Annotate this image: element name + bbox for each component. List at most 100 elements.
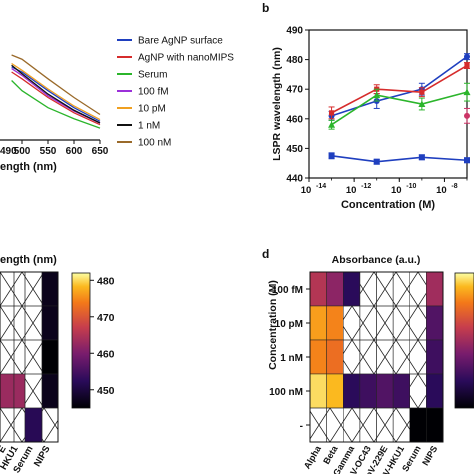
- panel-d-cell: [309, 271, 327, 307]
- panel-b-x-tick-exponent: -14: [316, 183, 326, 190]
- panel-d-row-label: 100 fM: [272, 285, 303, 296]
- panel-d-cell: [409, 271, 427, 307]
- panel-c-colorbar-tick-label: 450: [97, 385, 115, 397]
- panel-a-x-tick-label: 600: [66, 146, 83, 157]
- panel-c-cell: [41, 339, 59, 375]
- legend-entry: 100 nM: [138, 138, 171, 149]
- panel-c-cell: [41, 407, 59, 443]
- panel-d-cell: [426, 305, 444, 341]
- panel-b-y-tick-label: 470: [286, 85, 303, 96]
- panel-c-cell: [24, 271, 43, 307]
- panel-a-series-lines: [11, 54, 101, 129]
- panel-d-cell: [309, 339, 327, 375]
- panel-c-cell: [24, 373, 43, 409]
- panel-d-cell: [359, 271, 377, 307]
- panel-d-cell: [326, 271, 344, 307]
- panel-c-colorbar-tick-label: 480: [97, 275, 115, 287]
- panel-b-point: [464, 112, 470, 119]
- panel-b-x-axis-label: Concentration (M): [341, 199, 435, 211]
- panel-b-x-tick-label: 10: [346, 185, 357, 196]
- panel-a-x-axis-label: ength (nm): [0, 161, 57, 173]
- panel-b-series: [328, 53, 471, 165]
- panel-a-series-line: [11, 80, 101, 129]
- panel-b-point: [464, 62, 470, 69]
- panel-label-d: d: [262, 247, 269, 261]
- panel-b-point: [464, 157, 470, 164]
- panel-d-colorbar: [455, 273, 474, 408]
- panel-d-cell: [392, 305, 410, 341]
- panel-d-cell: [326, 373, 344, 409]
- panel-d-cell: [392, 271, 410, 307]
- panel-a-series-line: [11, 54, 101, 116]
- panel-c-cell: [41, 305, 59, 341]
- panel-b-x-tick-exponent: -8: [451, 183, 457, 190]
- panel-d-row-label: 100 nM: [269, 387, 303, 398]
- panel-b-plot-frame: [308, 29, 468, 179]
- panel-c-cell: [13, 407, 26, 443]
- panel-d-cell: [309, 373, 327, 409]
- panel-d-cell: [376, 339, 394, 375]
- panel-b-y-axis-label: LSPR wavelength (nm): [271, 47, 283, 161]
- panel-d-row-labels: 100 fM 10 pM 1 nM 100 nM -: [269, 285, 310, 432]
- panel-d-cell: [426, 407, 444, 443]
- panel-b-y-tick-label: 450: [286, 144, 303, 155]
- panel-d-cell: [409, 305, 427, 341]
- panel-d-cell: [326, 305, 344, 341]
- panel-d-cell: [376, 271, 394, 307]
- panel-d-cell: [326, 339, 344, 375]
- panel-d-cell: [359, 305, 377, 341]
- panel-d-cell: [326, 407, 344, 443]
- panel-c-cells: [0, 271, 59, 443]
- panel-b-point: [328, 152, 335, 159]
- panel-d-cell: [392, 339, 410, 375]
- panel-b-point: [418, 154, 425, 161]
- panel-d-cell: [426, 339, 444, 375]
- panel-d-heatmap: d Absorbance (a.u.) 100 fM 10 pM 1 nM 100 n…: [262, 247, 474, 474]
- panel-b-y-tick-label: 440: [286, 174, 303, 185]
- legend-entry: AgNP with nanoMIPS: [138, 53, 234, 64]
- panel-b-series-line: [331, 55, 468, 117]
- panel-d-cell: [426, 373, 444, 409]
- panel-d-y-axis-label: Concentration (M): [267, 280, 279, 370]
- panel-c-cell: [0, 271, 15, 307]
- panel-c-colorbar-tick-label: 460: [97, 348, 115, 360]
- panel-a-series-line: [11, 62, 101, 121]
- panel-c-cell: [13, 373, 26, 409]
- panel-d-column-labels: AlphaBetaGammaHCoV-OC43HCoV-229EHCoV-HKU…: [302, 443, 440, 474]
- panel-b-series-line: [331, 64, 468, 114]
- panel-d-cell: [426, 271, 444, 307]
- panel-d-cell: [409, 339, 427, 375]
- panel-d-title: Absorbance (a.u.): [332, 254, 421, 266]
- panel-c-colorbar: [72, 273, 90, 408]
- panel-b-lspr-vs-concentration: b 440 450 460 470 480 490 10 -14 10 -12 10 -10 10 -8…: [262, 1, 471, 211]
- panel-b-point: [328, 110, 335, 116]
- panel-a-series-line: [11, 64, 101, 124]
- panel-d-cell: [343, 407, 361, 443]
- panel-b-y-tick-label: 460: [286, 114, 303, 125]
- panel-a-x-tick-label: 650: [92, 146, 109, 157]
- panel-d-cell: [376, 305, 394, 341]
- panel-b-point: [464, 53, 470, 60]
- panel-c-x-label: NIPS: [32, 444, 53, 469]
- panel-d-cell: [359, 407, 377, 443]
- panel-d-column-label: NIPS: [420, 444, 439, 467]
- panel-c-cell: [0, 407, 15, 443]
- panel-c-cell: [24, 305, 43, 341]
- panel-c-cell: [13, 271, 26, 307]
- panel-d-cell: [392, 373, 410, 409]
- panel-d-cell: [343, 305, 361, 341]
- panel-d-cell: [409, 373, 427, 409]
- panel-d-cell: [392, 407, 410, 443]
- panel-b-x-tick-exponent: -10: [406, 183, 416, 190]
- panel-b-series-line: [331, 155, 468, 163]
- panel-a-series-line: [11, 71, 101, 126]
- panel-d-row-label: -: [300, 421, 303, 432]
- panel-c-cell: [24, 339, 43, 375]
- panel-d-cell: [309, 305, 327, 341]
- panel-d-cell: [359, 339, 377, 375]
- panel-b-point: [463, 88, 471, 96]
- panel-c-cell: [24, 407, 43, 443]
